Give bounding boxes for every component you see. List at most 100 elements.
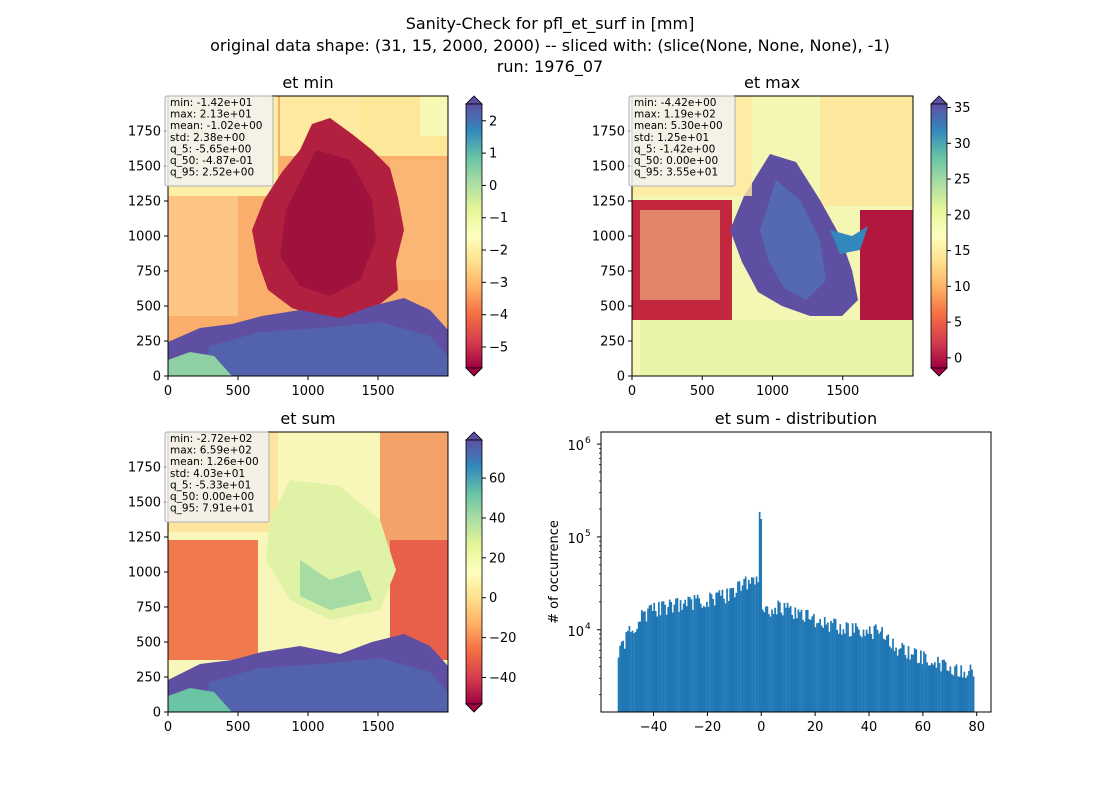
x-tick-label: 500 (690, 384, 715, 399)
histogram-bar (940, 671, 942, 712)
histogram-bar (851, 623, 854, 712)
histogram-bar (751, 577, 753, 712)
histogram-bar (712, 599, 714, 712)
histogram-bar (881, 627, 883, 712)
x-tick-label: 20 (807, 720, 824, 735)
y-tick-label: 750 (136, 601, 161, 616)
y-tick-label: 1000 (592, 230, 625, 245)
histogram-bar (675, 598, 677, 712)
stat-line: q_50: 0.00e+00 (170, 491, 254, 503)
histogram-bar (831, 623, 834, 712)
histogram-bar (620, 641, 623, 712)
histogram-bar (679, 600, 682, 712)
colorbar-tick-label: −20 (489, 631, 516, 646)
histogram-bar (949, 666, 952, 712)
colorbar-tick-label: −3 (489, 276, 508, 291)
histogram-bar (923, 651, 925, 712)
x-tick-label: 0 (164, 720, 172, 735)
histogram-bar (906, 658, 908, 712)
colorbar-tick-label: 1 (489, 147, 497, 162)
panel-title: et sum (280, 409, 335, 428)
panel-title: et max (744, 73, 800, 92)
histogram-bar (960, 665, 963, 712)
histogram-bar (640, 610, 643, 712)
x-tick-label: 60 (915, 720, 932, 735)
panel-title: et sum - distribution (715, 409, 877, 428)
histogram-bar (720, 595, 722, 712)
y-tick-label: 750 (600, 265, 625, 280)
histogram-bar (797, 609, 800, 712)
histogram-bar (912, 654, 914, 712)
histogram-bar (747, 579, 750, 712)
histogram-bar (735, 592, 738, 712)
histogram-bar (687, 596, 690, 712)
panel-et-sum: et sum 0 500 1000 1500 0 250 500 750 1000 1250 15… (128, 409, 517, 735)
histogram-bar (727, 601, 730, 712)
histogram-bar (782, 615, 784, 712)
histogram-bar (668, 599, 671, 712)
histogram-bar (760, 519, 763, 712)
histogram-bar (889, 646, 891, 712)
y-tick-label: 500 (600, 300, 625, 315)
colorbar-tick-label: 60 (489, 472, 506, 487)
y-tick-label: 1000 (128, 230, 161, 245)
histogram-bar (656, 616, 659, 712)
histogram-bar (844, 633, 846, 712)
histogram-bar (938, 663, 941, 712)
stat-line: std: 2.38e+00 (170, 132, 245, 144)
histogram-bar (969, 664, 972, 712)
x-tick-label: 1500 (361, 720, 394, 735)
histogram-bar (786, 602, 789, 712)
histogram-bar (946, 670, 949, 712)
histogram-bar (757, 582, 759, 712)
y-tick-label: 1500 (592, 160, 625, 175)
histogram-bar (845, 622, 848, 712)
histogram-bar (850, 635, 852, 712)
histogram-bar (729, 588, 732, 712)
y-tick-label: 1500 (128, 496, 161, 511)
histogram-bar (830, 620, 832, 712)
y-tick-label: 10 (567, 532, 584, 547)
histogram-bar (764, 606, 767, 712)
histogram-bar (664, 604, 666, 712)
stat-line: std: 4.03e+01 (170, 468, 245, 480)
histogram-bar (932, 664, 935, 712)
y-tick-label: 250 (600, 335, 625, 350)
panel-et-max: et max 0 500 1000 1500 02505007501000125015… (592, 73, 971, 399)
histogram-bar (619, 645, 621, 712)
histogram-bar (966, 675, 969, 712)
colorbar-tick-label: −40 (489, 671, 516, 686)
x-tick-label: 0 (628, 384, 636, 399)
histogram-bar (864, 635, 866, 712)
histogram-bar (955, 664, 958, 712)
histogram-bar (834, 619, 837, 712)
histogram-bar (645, 621, 648, 712)
histogram-bar (791, 615, 794, 712)
histogram-bar (805, 610, 808, 712)
histogram-bar (650, 604, 652, 712)
colorbar-tick-label: 0 (489, 179, 497, 194)
histogram-bar (701, 607, 704, 712)
histogram-bar (633, 633, 635, 712)
histogram-bar (800, 609, 803, 712)
histogram-bar (933, 662, 936, 712)
panel-et-sum-distribution: et sum - distribution −40 −20 0 20 40 60 80 10… (547, 409, 992, 735)
histogram-bar (733, 597, 736, 712)
stat-line: max: 6.59e+02 (170, 445, 252, 457)
histogram-bar (825, 624, 828, 712)
histogram-bar (721, 589, 724, 712)
histogram-bar (654, 611, 657, 712)
histogram-bar (682, 603, 685, 712)
stat-line: min: -4.42e+00 (634, 97, 716, 109)
stat-line: max: 1.19e+02 (634, 109, 716, 121)
histogram-bar (763, 612, 766, 712)
colorbar-tick-label: 40 (489, 511, 506, 526)
histogram-bar (761, 609, 764, 712)
histogram-bar (670, 601, 673, 712)
x-axis: 0 500 1000 1500 (164, 376, 395, 399)
histogram-bar (768, 613, 770, 712)
histogram-bar (723, 598, 725, 712)
histogram-bar (671, 612, 674, 712)
